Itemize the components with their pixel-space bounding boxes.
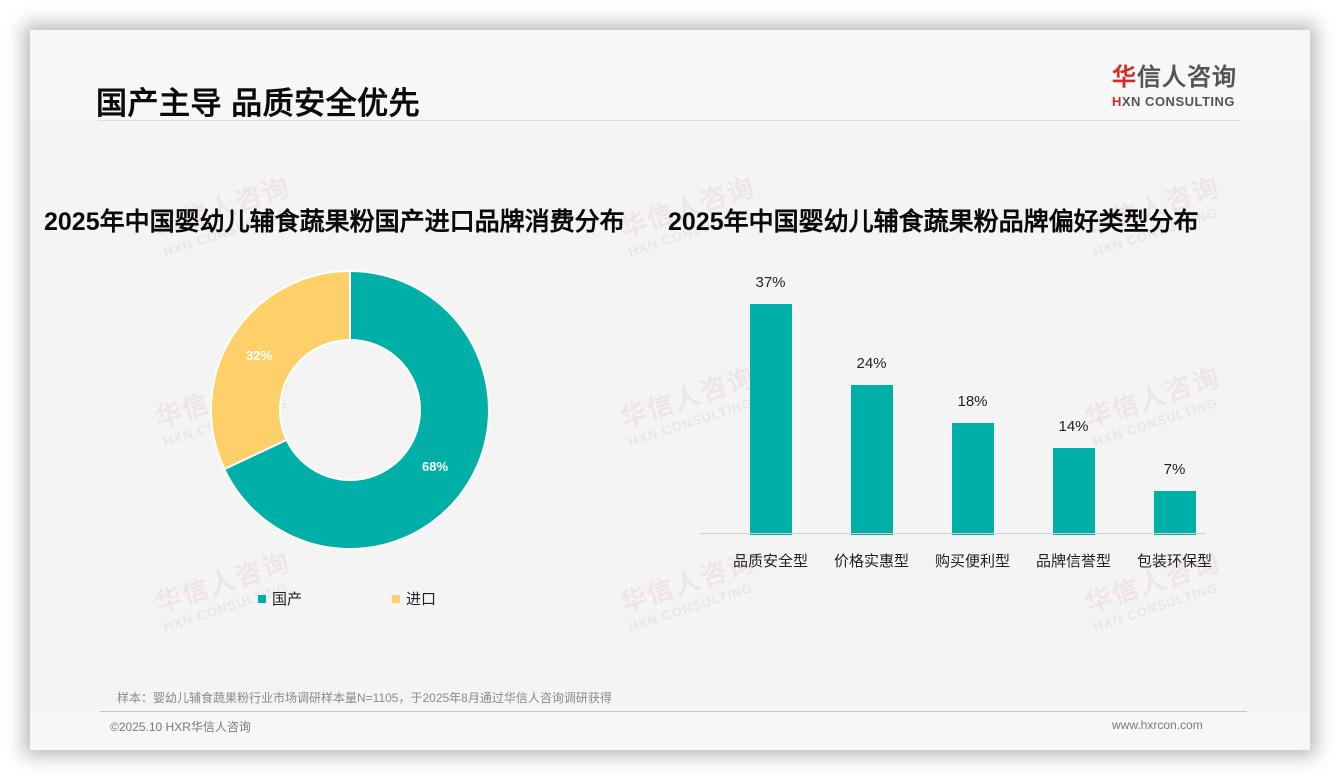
legend-label: 国产	[272, 591, 303, 608]
logo-accent-letter: H	[1112, 94, 1122, 109]
donut-slice-imported	[210, 269, 351, 471]
bar-category-label: 品质安全型	[732, 553, 808, 570]
legend-swatch-teal	[258, 594, 266, 603]
copyright: ©2025.10 HXR华信人咨询	[110, 720, 251, 734]
brand-logo: 华信人咨询 HXN CONSULTING	[1112, 64, 1252, 109]
bar-category-label: 包装环保型	[1136, 553, 1212, 570]
logo-accent-char: 华	[1112, 64, 1137, 91]
right-chart-title: 2025年中国婴幼儿辅食蔬果粉品牌偏好类型分布	[668, 208, 1199, 236]
bar-category-label: 价格实惠型	[833, 553, 909, 570]
slide: 国产主导 品质安全优先 华信人咨询 HXN CONSULTING 华信人咨询 HX…	[30, 30, 1310, 750]
bar-4	[1052, 447, 1095, 535]
bar-category-label: 购买便利型	[934, 553, 1010, 570]
donut-chart: 32% 68%	[210, 269, 490, 550]
logo-chinese: 华信人咨询	[1112, 64, 1252, 92]
legend-item-domestic: 国产	[258, 588, 302, 609]
donut-label-imported: 32%	[246, 348, 273, 363]
bar-value-label: 18%	[957, 392, 988, 410]
bar-5	[1153, 491, 1196, 535]
bar-value-label: 37%	[755, 273, 786, 291]
logo-english-text: XN CONSULTING	[1121, 94, 1236, 109]
page-title: 国产主导 品质安全优先	[96, 86, 421, 121]
source-note: 样本：婴幼儿辅食蔬果粉行业市场调研样本量N=1105，于2025年8月通过华信人…	[117, 691, 612, 705]
donut-slice-domestic	[222, 269, 490, 550]
footer-divider	[100, 711, 1247, 712]
bar-chart-plot: 37% 24% 18% 14% 7%	[700, 270, 1206, 535]
legend-swatch-yellow	[392, 594, 400, 603]
bar-value-label: 14%	[1058, 417, 1089, 435]
header-band	[30, 30, 1310, 120]
donut-svg	[210, 269, 490, 550]
donut-label-domestic: 68%	[422, 459, 449, 474]
website-link[interactable]: www.hxrcon.com	[1112, 718, 1203, 732]
logo-english: HXN CONSULTING	[1112, 94, 1252, 109]
bar-value-label: 7%	[1163, 461, 1186, 479]
bar-2	[850, 385, 893, 535]
logo-chinese-text: 信人咨询	[1137, 64, 1237, 91]
x-axis-line	[700, 533, 1206, 534]
legend-label: 进口	[406, 591, 437, 608]
footer-band	[30, 712, 1310, 750]
bar-3	[951, 422, 994, 535]
bar-1	[749, 303, 792, 535]
header-divider	[98, 120, 1240, 121]
bar-category-label: 品牌信誉型	[1035, 553, 1111, 570]
legend-item-imported: 进口	[392, 588, 436, 609]
left-chart-title: 2025年中国婴幼儿辅食蔬果粉国产进口品牌消费分布	[44, 208, 625, 236]
bar-value-label: 24%	[856, 355, 887, 373]
